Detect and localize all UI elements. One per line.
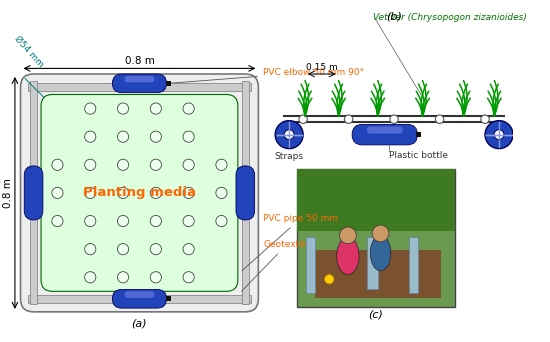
Bar [296,169,455,231]
Ellipse shape [370,235,391,271]
Bar [315,250,441,298]
Circle shape [85,103,96,114]
Text: PVC elbow 50 mm 90°: PVC elbow 50 mm 90° [171,68,364,83]
Circle shape [150,244,162,255]
Circle shape [85,159,96,170]
Text: PVC pipe 50 mm: PVC pipe 50 mm [242,214,338,271]
Text: Straps: Straps [274,152,304,161]
Circle shape [150,159,162,170]
Circle shape [150,131,162,142]
Circle shape [324,275,334,284]
FancyBboxPatch shape [20,74,258,312]
Circle shape [284,130,294,140]
FancyBboxPatch shape [124,291,155,298]
Circle shape [436,115,444,123]
Circle shape [118,272,129,283]
Bar [416,132,421,137]
Circle shape [150,187,162,198]
Circle shape [118,159,129,170]
Bar [306,237,315,293]
Circle shape [481,115,489,123]
Circle shape [52,187,63,198]
Circle shape [183,131,194,142]
Text: (b): (b) [386,12,402,22]
Circle shape [85,215,96,227]
Bar [167,297,171,301]
Circle shape [85,272,96,283]
Bar [30,81,37,304]
Text: Planting media: Planting media [83,186,196,199]
Circle shape [150,103,162,114]
Circle shape [183,103,194,114]
Circle shape [216,215,227,227]
FancyBboxPatch shape [112,289,167,308]
Bar [409,237,418,293]
Text: (c): (c) [368,310,383,320]
FancyBboxPatch shape [124,76,155,82]
Circle shape [118,244,129,255]
Circle shape [150,215,162,227]
Text: Ø54 mm: Ø54 mm [13,35,46,69]
Ellipse shape [337,237,359,275]
Circle shape [344,115,353,123]
Bar [28,295,251,303]
Circle shape [118,215,129,227]
Bar [296,169,455,307]
Bar [167,81,171,86]
Circle shape [85,131,96,142]
Circle shape [52,215,63,227]
Circle shape [339,227,356,244]
Circle shape [118,187,129,198]
Circle shape [275,121,303,149]
Text: Vetiver (Chrysopogon zizanioides): Vetiver (Chrysopogon zizanioides) [373,13,527,22]
Circle shape [216,159,227,170]
Circle shape [52,159,63,170]
FancyBboxPatch shape [24,166,43,220]
Text: 0.15 m: 0.15 m [306,63,338,72]
Text: 0.8 m: 0.8 m [124,56,155,66]
Circle shape [183,272,194,283]
FancyBboxPatch shape [367,127,403,134]
Circle shape [183,159,194,170]
FancyBboxPatch shape [112,74,167,93]
Circle shape [485,121,513,149]
FancyBboxPatch shape [41,94,238,291]
Circle shape [183,244,194,255]
Text: 0.8 m: 0.8 m [3,178,13,208]
Circle shape [118,131,129,142]
Circle shape [299,115,307,123]
Circle shape [118,103,129,114]
Circle shape [390,115,398,123]
Bar [241,81,249,304]
Text: Geotextile: Geotextile [241,240,310,291]
Circle shape [183,215,194,227]
Circle shape [183,187,194,198]
Bar [366,237,378,289]
Circle shape [372,225,389,242]
Text: Plastic bottle: Plastic bottle [389,152,448,160]
Circle shape [85,187,96,198]
Circle shape [85,244,96,255]
Circle shape [150,272,162,283]
Text: (a): (a) [131,318,147,328]
Bar [28,83,251,91]
Circle shape [494,130,504,140]
FancyBboxPatch shape [352,124,417,145]
Circle shape [216,187,227,198]
FancyBboxPatch shape [236,166,255,220]
